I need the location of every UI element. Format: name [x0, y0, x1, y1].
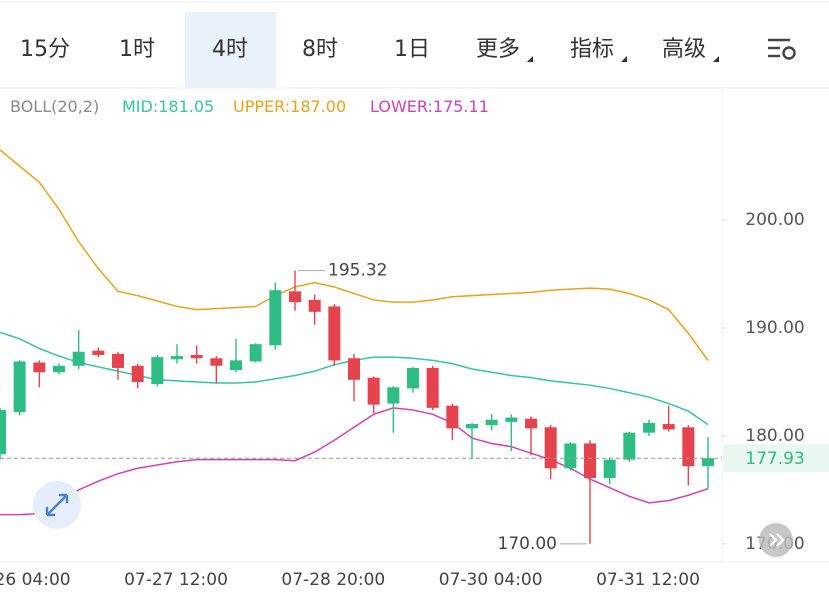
annotation-label: 170.00: [498, 534, 557, 554]
legend-entry: LOWER:175.11: [370, 97, 489, 116]
candle-body: [525, 418, 537, 429]
current-price-label: 177.93: [745, 449, 804, 469]
x-tick-label: 07-31 12:00: [596, 570, 700, 590]
candle-body: [564, 443, 577, 469]
candle-body: [662, 424, 675, 430]
settings-icon[interactable]: [768, 38, 796, 60]
candle-body: [92, 350, 105, 355]
candle-body: [151, 357, 164, 385]
indicator-name: BOLL(20,2): [10, 97, 99, 116]
tab[interactable]: 8时: [302, 37, 338, 62]
candle-body: [289, 291, 301, 303]
candle-body: [72, 351, 85, 366]
candle-body: [53, 365, 65, 373]
y-tick-label: 180.00: [745, 426, 804, 446]
tab[interactable]: 指标: [570, 37, 614, 62]
candle-body: [33, 362, 46, 373]
candle-body: [230, 360, 242, 371]
candle-body: [485, 419, 498, 426]
dropdown-arrow: [713, 56, 719, 62]
candle-body: [407, 367, 419, 389]
x-tick-label: 07-26 04:00: [0, 570, 71, 590]
tab[interactable]: 15分: [20, 37, 70, 62]
y-tick-label: 200.00: [745, 210, 804, 230]
candle-body: [131, 365, 144, 382]
y-tick-label: 190.00: [745, 318, 804, 338]
annotation-label: 195.32: [328, 261, 387, 281]
candle-body: [505, 417, 518, 422]
x-tick-label: 07-28 20:00: [281, 570, 385, 590]
indicator-legend: BOLL(20,2) MID:181.05 UPPER:187.00 LOWER…: [10, 97, 489, 116]
candle-body: [348, 358, 360, 380]
candle-body: [13, 361, 26, 413]
candle-body: [367, 377, 380, 405]
legend-entry: MID:181.05: [122, 97, 214, 116]
tab[interactable]: 更多: [476, 37, 520, 62]
candle-body: [584, 443, 596, 478]
candle-body: [446, 405, 459, 429]
candle-body: [643, 422, 655, 433]
candle-body: [603, 459, 616, 478]
tab-bar: 15分 1时 4时 8时 1日 更多 指标 高级: [20, 37, 719, 62]
tab[interactable]: 1时: [119, 37, 155, 62]
dropdown-arrow: [621, 56, 627, 62]
scroll-end-button[interactable]: [759, 523, 793, 557]
candle-body: [544, 427, 557, 469]
tab[interactable]: 1日: [394, 37, 430, 62]
dropdown-arrow: [527, 56, 533, 62]
candle-body: [171, 356, 183, 360]
candle-body: [190, 354, 203, 359]
current-price-tag: [724, 444, 829, 473]
band-line: [0, 149, 709, 361]
candle-body: [702, 458, 714, 467]
selected-tab-bg: [185, 12, 276, 88]
candle-body: [112, 353, 124, 368]
candle-body: [269, 290, 282, 346]
candle-body: [0, 410, 6, 455]
x-tick-label: 07-27 12:00: [124, 570, 228, 590]
candle-body: [426, 367, 439, 408]
candle-body: [466, 424, 478, 429]
candle-body: [308, 299, 321, 312]
candle-body: [210, 358, 223, 366]
x-tick-label: 07-30 04:00: [439, 570, 543, 590]
tab[interactable]: 高级: [662, 37, 706, 62]
candle-body: [387, 387, 400, 404]
candle-body: [623, 432, 636, 460]
legend-entry: UPPER:187.00: [233, 97, 346, 116]
candle-body: [328, 306, 341, 361]
tab[interactable]: 4时: [212, 37, 248, 62]
expand-button[interactable]: [33, 481, 81, 529]
candle-body: [682, 427, 695, 467]
candle-body: [249, 344, 262, 362]
plot: 200.00 190.00 180.00 170.00 07-26 04:00 07-27…: [0, 149, 829, 590]
